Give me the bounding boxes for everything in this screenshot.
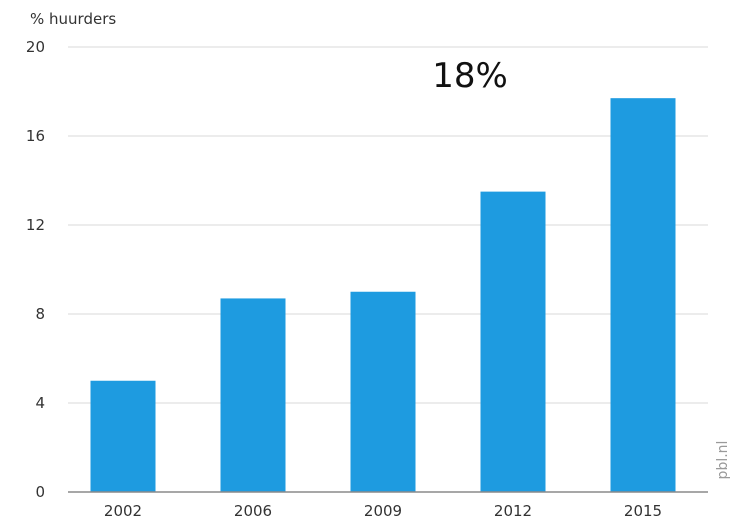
bars: [90, 98, 676, 493]
y-tick-label: 8: [35, 305, 45, 323]
bar-2006: [220, 298, 286, 492]
y-tick-label: 0: [35, 483, 45, 501]
bar-2015: [610, 98, 676, 493]
source-label: pbl.nl: [715, 441, 731, 480]
x-tick-label: 2015: [624, 502, 662, 520]
annotation-label: 18%: [432, 56, 508, 96]
x-tick-label: 2009: [364, 502, 402, 520]
bar-2009: [350, 291, 416, 492]
bar-2012: [480, 191, 546, 492]
x-tick-label: 2002: [104, 502, 142, 520]
bar-2002: [90, 380, 156, 492]
gridlines: [68, 46, 708, 404]
y-axis-unit-label: % huurders: [30, 10, 116, 28]
y-tick-label: 4: [35, 394, 45, 412]
x-tick-label: 2006: [234, 502, 272, 520]
y-tick-label: 20: [26, 38, 45, 56]
y-axis-ticks: 0 4 8 12 16 20: [26, 38, 45, 501]
x-tick-label: 2012: [494, 502, 532, 520]
y-tick-label: 16: [26, 127, 45, 145]
y-tick-label: 12: [26, 216, 45, 234]
x-axis-ticks: 2002 2006 2009 2012 2015: [104, 502, 662, 520]
